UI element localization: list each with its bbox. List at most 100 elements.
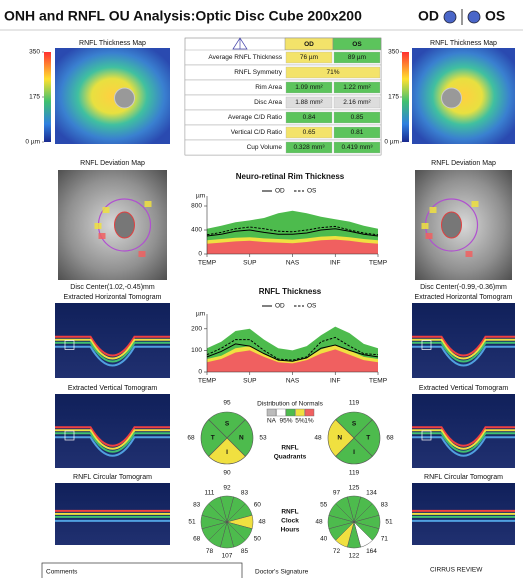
table-value: 0.419 mm³ (341, 144, 373, 151)
table-row-label: Average RNFL Thickness (208, 54, 282, 61)
table-cell (285, 141, 333, 154)
quadrant-label: T (211, 435, 215, 442)
x-tick-label: TEMP (369, 378, 387, 385)
table-cell (333, 111, 381, 124)
chart-title: RNFL Thickness (259, 287, 322, 296)
tomogram-layer (55, 432, 170, 453)
tomogram-marker (64, 340, 75, 350)
clock-value: 50 (254, 536, 262, 543)
table-cell (285, 81, 333, 94)
quadrant-sector (353, 419, 381, 457)
tomogram-marker (64, 430, 75, 441)
thickness-map-title: RNFL Thickness Map (79, 40, 146, 47)
deviation-disc (114, 211, 135, 239)
quadrant-value: 53 (259, 435, 267, 442)
tomogram-layer (412, 345, 515, 367)
clock-value: 83 (193, 502, 201, 509)
quadrant-sector (226, 419, 254, 457)
tomogram-layer (412, 432, 515, 453)
legend-label: OS (307, 188, 317, 195)
table-row-label: Disc Area (254, 99, 282, 106)
clock-value: 48 (315, 519, 323, 526)
tomogram-layer (55, 429, 170, 450)
tomogram-title: Extracted Vertical Tomogram (68, 385, 158, 392)
deviation-map-title: RNFL Deviation Map (80, 160, 145, 167)
od-label: OD (418, 8, 439, 24)
normals-swatch (276, 408, 286, 417)
quadrants-title: Quadrants (274, 454, 307, 461)
comments-box (41, 562, 243, 578)
x-tick-label: NAS (286, 378, 300, 385)
deviation-map (415, 170, 512, 280)
colorbar-tick-label: 0 µm (25, 139, 40, 146)
colorbar-tick-label: 175 (29, 94, 40, 101)
table-value: 0.81 (351, 129, 364, 136)
quadrant-label: S (352, 420, 357, 427)
tomogram-title: Extracted Horizontal Tomogram (64, 294, 162, 301)
table-cell (285, 126, 333, 139)
deviation-pixels (421, 223, 429, 229)
clock-value: 83 (381, 502, 389, 509)
deviation-disc (441, 211, 462, 239)
table-row-label: RNFL Symmetry (234, 69, 283, 76)
thickness-map-title: RNFL Thickness Map (430, 40, 497, 47)
table-row-label: Cup Volume (247, 144, 283, 151)
quadrant-sector (208, 411, 246, 439)
legend-label: OS (307, 303, 317, 310)
x-tick-label: INF (330, 260, 341, 267)
tomogram-layer (412, 429, 515, 450)
tomogram-layer (55, 426, 170, 447)
tomogram-layer (55, 335, 170, 357)
clock-value: 83 (241, 489, 249, 496)
clock-value: 51 (188, 519, 196, 526)
deviation-pixels (98, 233, 106, 239)
y-unit: µm (196, 193, 205, 200)
quadrant-sector (335, 437, 373, 465)
quadrant-label: I (353, 449, 355, 456)
table-cell (333, 81, 381, 94)
clock-value: 122 (349, 553, 360, 560)
table-value: 1.22 mm² (343, 84, 371, 91)
deviation-pixels (144, 201, 152, 207)
colorbar-tick-label: 0 µm (384, 139, 399, 146)
clock-value: 48 (258, 519, 266, 526)
os-label: OS (485, 8, 505, 24)
y-tick-label: 100 (191, 347, 202, 354)
x-tick-label: INF (330, 378, 341, 385)
clock-value: 71 (381, 536, 389, 543)
series-line (206, 228, 379, 237)
product-label: CIRRUS REVIEW (430, 567, 483, 574)
tomogram-marker (421, 340, 432, 350)
y-tick-label: 200 (191, 326, 202, 333)
y-unit: µm (196, 311, 205, 318)
table-value: 71% (326, 69, 339, 76)
clock-value: 125 (349, 485, 360, 492)
table-value: 0.328 mm³ (293, 144, 325, 151)
tomogram-title: Extracted Vertical Tomogram (419, 385, 509, 392)
table-value: 0.84 (303, 114, 316, 121)
table-row-label: Rim Area (255, 84, 282, 91)
tomogram-layer (55, 345, 170, 367)
quadrant-value: 119 (349, 470, 360, 477)
table-cell (285, 96, 333, 109)
table-cell (333, 141, 381, 154)
quadrants-title: RNFL (281, 445, 298, 452)
table-cell (285, 111, 333, 124)
deviation-map (58, 170, 167, 280)
quadrant-sector (208, 437, 246, 465)
tomogram-layer (412, 338, 515, 360)
colorbar-tick-label: 350 (29, 49, 40, 56)
quadrant-label: T (366, 435, 370, 442)
normals-label: 95% (279, 418, 292, 425)
table-value: 0.85 (351, 114, 364, 121)
table-cell (285, 66, 381, 79)
clock-title: RNFL (281, 509, 298, 516)
quadrant-value: 90 (223, 470, 231, 477)
clock-value: 134 (366, 489, 377, 496)
tomogram-title: RNFL Circular Tomogram (73, 474, 152, 481)
colorbar (402, 52, 409, 142)
tomogram-title: Extracted Horizontal Tomogram (415, 294, 513, 301)
series-line (206, 343, 379, 362)
quadrant-sector (327, 419, 355, 457)
clock-value: 72 (333, 548, 341, 555)
